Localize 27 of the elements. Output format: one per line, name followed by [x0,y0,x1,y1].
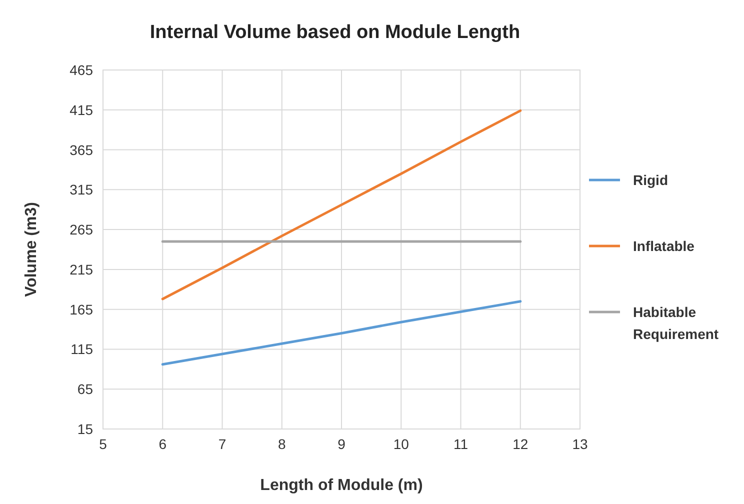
y-tick-label: 15 [77,421,94,437]
x-axis-title: Length of Module (m) [260,477,423,494]
line-series [161,109,522,300]
y-tick-label: 115 [70,341,94,358]
x-tick-label: 12 [512,436,528,452]
y-tick-label: 365 [70,142,94,158]
x-tick-label: 13 [572,436,588,452]
x-tick-label: 10 [393,436,410,452]
x-tick-label: 5 [99,436,108,452]
legend-label: Inflatable [633,238,695,254]
chart-title: Internal Volume based on Module Length [150,22,520,43]
x-tick-label: 11 [453,436,468,452]
x-tick-label: 8 [278,436,286,452]
y-tick-label: 165 [70,301,94,318]
y-tick-label: 265 [70,222,94,238]
y-axis-title: Volume (m3) [23,202,40,297]
y-tick-label: 465 [70,62,94,78]
y-tick-label: 65 [77,381,94,398]
y-tick-label: 315 [70,182,94,198]
y-tick-label: 415 [70,102,94,118]
x-tick-label: 9 [338,436,346,452]
x-tick-label: 7 [218,436,226,452]
y-tick-label: 215 [70,261,94,278]
legend-label: Habitable Requirement [633,304,719,342]
x-tick-label: 6 [158,436,167,452]
line-series [161,300,522,366]
legend-label: Rigid [633,172,668,188]
